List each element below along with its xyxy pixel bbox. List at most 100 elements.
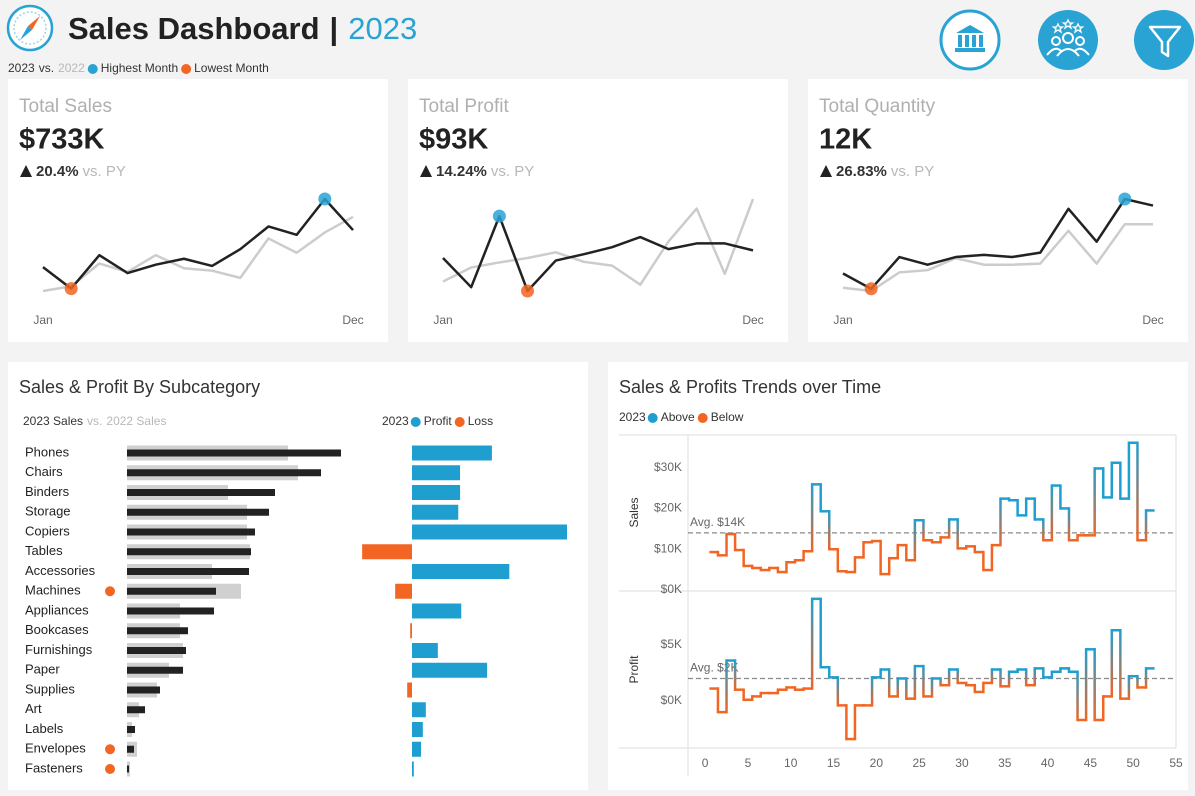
legend-label: Loss	[468, 414, 493, 428]
category-label: Envelopes	[25, 741, 86, 756]
lowest-marker	[864, 282, 878, 296]
kpi-comparison: vs. PY	[83, 163, 126, 180]
highest-marker	[318, 192, 332, 206]
legend-label: 2023	[619, 410, 646, 424]
kpi-comparison: vs. PY	[491, 163, 534, 180]
bar-2023	[127, 469, 321, 477]
filter-button[interactable]	[1134, 10, 1194, 70]
logo-inner	[13, 11, 47, 45]
x-tick-label: 25	[912, 756, 926, 770]
icon-roof	[956, 25, 984, 33]
profit-bar	[412, 465, 461, 481]
icon-pillar	[979, 35, 983, 47]
x-tick-label: Dec	[1142, 313, 1163, 327]
step-riser	[999, 497, 1002, 547]
icon-body	[1056, 48, 1080, 57]
up-arrow	[820, 165, 832, 177]
average-label: Avg. $14K	[690, 515, 745, 529]
step-riser	[1136, 674, 1139, 689]
sparkline	[442, 214, 754, 293]
legend-label: vs.	[87, 414, 102, 428]
profit-bar	[412, 722, 423, 737]
step-riser	[845, 704, 848, 741]
dashboard-title: Sales Dashboard	[68, 11, 320, 46]
step-riser	[1076, 534, 1079, 542]
category-label: Storage	[25, 504, 71, 519]
step-riser	[733, 532, 737, 552]
category-label: Copiers	[25, 523, 70, 538]
y-tick-label: $10K	[654, 541, 682, 555]
bar-2023	[127, 508, 269, 516]
average-label: Avg. $2K	[690, 661, 738, 675]
x-tick-label: 55	[1169, 756, 1183, 770]
lowest-marker	[64, 282, 78, 296]
highest-marker	[492, 209, 506, 223]
step-riser	[810, 597, 814, 690]
logo-needle	[28, 16, 40, 30]
x-tick-label: Jan	[33, 313, 52, 327]
icon-body	[1046, 47, 1090, 56]
step-riser	[810, 483, 814, 553]
button-circle[interactable]	[939, 9, 1001, 71]
y-tick-label: $5K	[661, 637, 682, 651]
icon-head	[1075, 36, 1085, 46]
kpi-value: 12K	[819, 124, 872, 156]
sparkline	[842, 222, 1153, 293]
up-arrow	[20, 165, 32, 177]
x-tick-label: 30	[955, 756, 969, 770]
sparkline	[842, 197, 1154, 291]
step-riser	[913, 519, 917, 562]
profit-bar	[412, 761, 414, 777]
step-riser	[939, 677, 942, 687]
step-riser	[1093, 648, 1096, 722]
step-riser	[896, 543, 900, 560]
bar-2023	[127, 627, 188, 635]
x-tick-label: Jan	[433, 313, 452, 327]
button-circle[interactable]	[1038, 10, 1098, 70]
card-title: Total Sales	[19, 96, 112, 117]
y-tick-label: $0K	[661, 693, 682, 707]
step-riser	[733, 659, 737, 691]
button-circle[interactable]	[1134, 10, 1194, 70]
step-riser	[887, 556, 891, 576]
category-label: Art	[25, 701, 42, 716]
legend-dot	[410, 417, 421, 427]
x-tick-label: 10	[784, 756, 798, 770]
step-riser	[776, 688, 780, 695]
kpi-change: 26.83%	[836, 163, 887, 180]
card-title: Total Profit	[419, 96, 509, 117]
category-label: Accessories	[25, 563, 96, 578]
bar-2023	[127, 528, 255, 536]
step-riser	[1127, 674, 1131, 700]
legend-label: vs.	[39, 61, 54, 75]
icon-pillar	[972, 35, 976, 47]
step-riser	[1101, 467, 1105, 499]
step-riser	[759, 691, 763, 698]
x-tick-label: 45	[1084, 756, 1098, 770]
sparkline	[442, 198, 755, 286]
bank-button[interactable]	[939, 9, 1001, 71]
x-tick-label: Jan	[833, 313, 852, 327]
profit-bar	[362, 544, 412, 560]
bar-2023	[127, 706, 145, 714]
category-label: Phones	[25, 444, 70, 459]
step-riser	[828, 510, 831, 551]
legend-label: Lowest Month	[194, 61, 269, 75]
step-riser	[1050, 670, 1054, 679]
step-riser	[1119, 629, 1122, 700]
step-riser	[930, 677, 934, 698]
category-label: Machines	[25, 583, 81, 598]
step-riser	[1033, 667, 1036, 687]
category-label: Paper	[25, 662, 60, 677]
legend-label: Below	[711, 410, 744, 424]
x-tick-label: 5	[745, 756, 752, 770]
step-riser	[879, 668, 882, 679]
kpi-change: 14.24%	[436, 163, 487, 180]
people-button[interactable]	[1038, 10, 1098, 70]
step-riser	[887, 668, 891, 698]
step-riser	[1024, 668, 1028, 687]
up-arrow	[420, 165, 432, 177]
step-riser	[1024, 497, 1028, 517]
y-axis-title: Sales	[627, 497, 641, 527]
step-riser	[1144, 667, 1148, 689]
